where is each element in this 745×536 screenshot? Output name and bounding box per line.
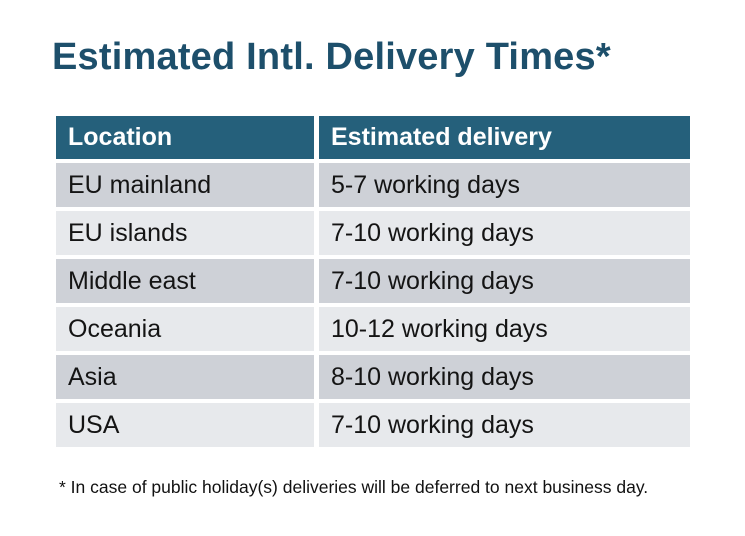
- column-header-estimated-delivery: Estimated delivery: [319, 116, 690, 159]
- delivery-times-table: Location Estimated delivery EU mainland …: [56, 116, 690, 447]
- cell-delivery: 5-7 working days: [319, 163, 690, 207]
- cell-location: USA: [56, 403, 314, 447]
- cell-delivery: 7-10 working days: [319, 259, 690, 303]
- cell-location: EU islands: [56, 211, 314, 255]
- cell-delivery: 8-10 working days: [319, 355, 690, 399]
- cell-delivery: 10-12 working days: [319, 307, 690, 351]
- cell-location: Asia: [56, 355, 314, 399]
- cell-location: Middle east: [56, 259, 314, 303]
- cell-location: EU mainland: [56, 163, 314, 207]
- cell-location: Oceania: [56, 307, 314, 351]
- cell-delivery: 7-10 working days: [319, 403, 690, 447]
- page-title: Estimated Intl. Delivery Times*: [52, 36, 611, 78]
- footnote: * In case of public holiday(s) deliverie…: [59, 477, 649, 497]
- cell-delivery: 7-10 working days: [319, 211, 690, 255]
- column-header-location: Location: [56, 116, 314, 159]
